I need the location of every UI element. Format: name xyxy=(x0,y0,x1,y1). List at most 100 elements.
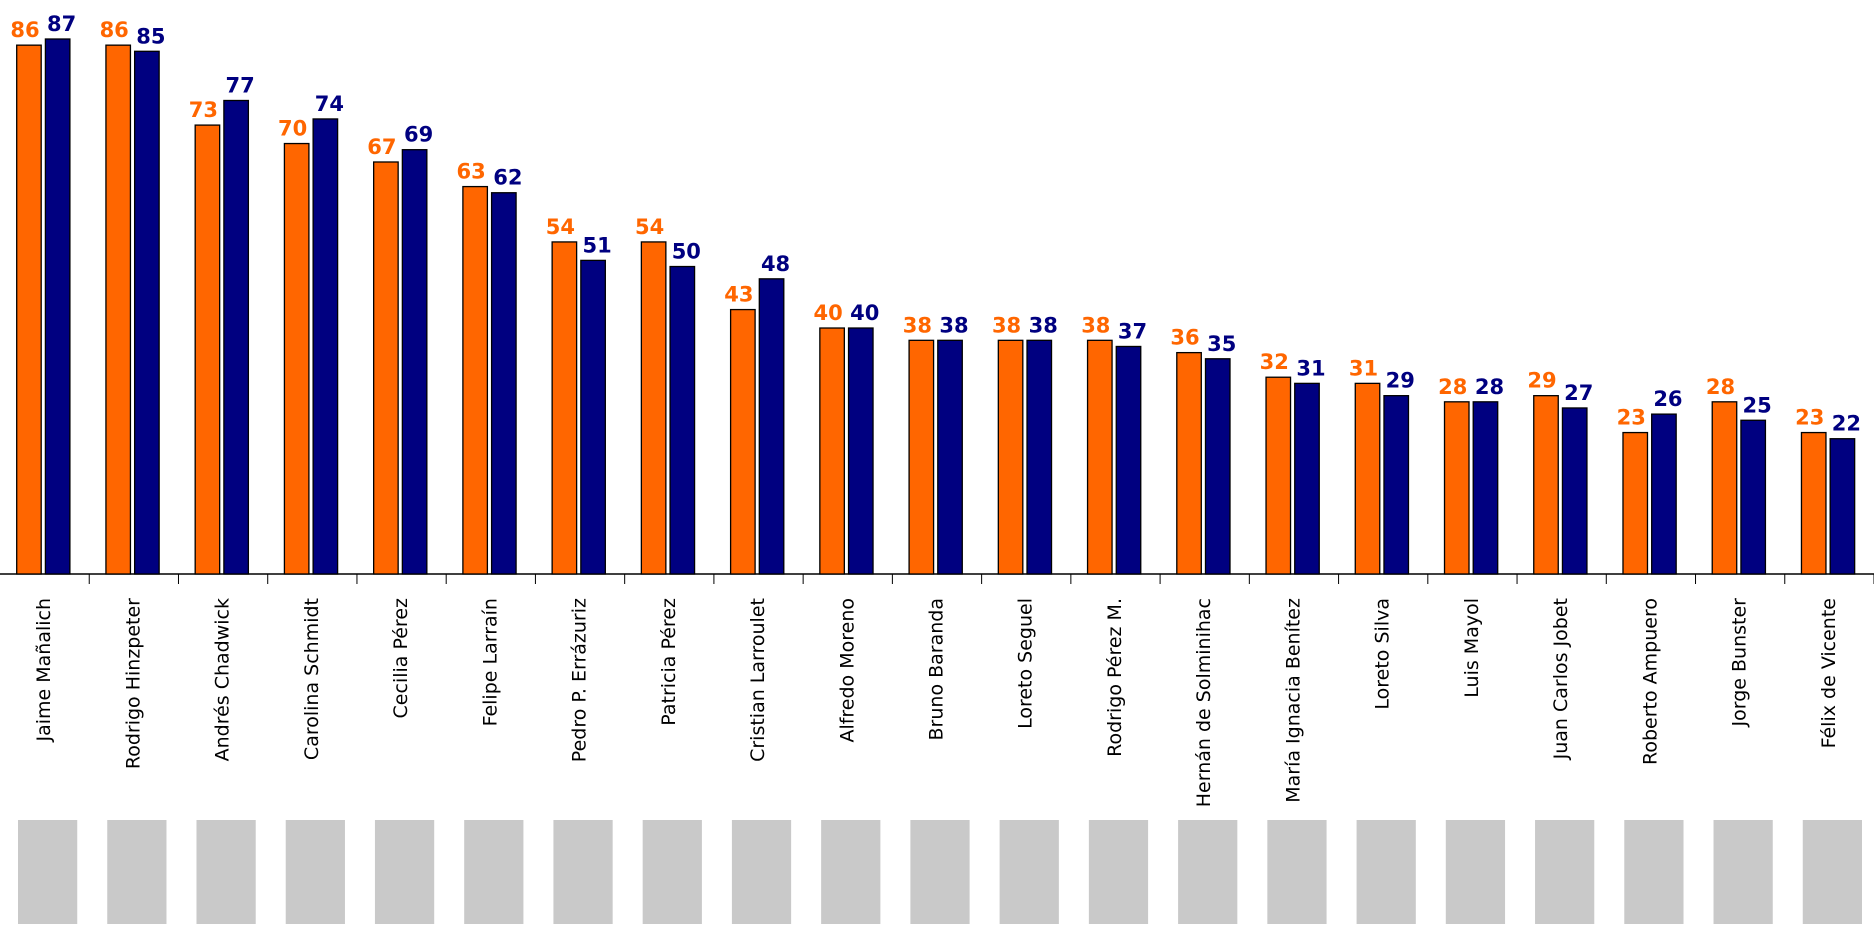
photo-placeholder xyxy=(1713,820,1773,924)
data-label: 38 xyxy=(903,313,932,337)
data-label: 74 xyxy=(315,92,344,116)
photo-placeholder xyxy=(1802,820,1862,924)
photo-placeholder xyxy=(107,820,167,924)
bar xyxy=(1294,382,1320,575)
bar xyxy=(1383,395,1410,575)
photo-placeholder xyxy=(196,820,256,924)
x-tick-label: Rodrigo Pérez M. xyxy=(1104,598,1126,757)
data-label: 40 xyxy=(813,301,842,325)
photo-placeholder xyxy=(374,820,435,924)
data-label: 54 xyxy=(635,215,664,239)
bar xyxy=(1561,407,1588,575)
data-label: 26 xyxy=(1653,387,1682,411)
bar xyxy=(194,124,221,575)
data-label: 29 xyxy=(1527,369,1556,393)
data-label: 87 xyxy=(47,12,76,36)
bar xyxy=(997,339,1024,575)
data-label: 50 xyxy=(672,240,701,264)
photo-placeholder xyxy=(821,820,881,924)
bar xyxy=(1829,438,1856,575)
data-label: 27 xyxy=(1564,381,1593,405)
x-tick-label: Félix de Vicente xyxy=(1818,598,1840,748)
data-label: 32 xyxy=(1260,350,1289,374)
data-label: 62 xyxy=(493,166,522,190)
bar xyxy=(312,118,339,575)
data-label: 23 xyxy=(1617,406,1646,430)
data-label: 40 xyxy=(850,301,879,325)
photo-placeholder xyxy=(731,820,792,924)
x-tick-label: Bruno Baranda xyxy=(926,598,948,740)
bar xyxy=(937,339,963,575)
data-label: 28 xyxy=(1438,375,1467,399)
data-label: 51 xyxy=(582,233,611,257)
x-tick-label: Cristian Larroulet xyxy=(747,598,769,762)
bar xyxy=(847,327,874,575)
x-tick-label: Hernán de Solminihac xyxy=(1193,598,1215,807)
bar xyxy=(1651,413,1677,575)
x-tick-label: Luis Mayol xyxy=(1461,598,1483,698)
x-tick-label: Patricia Pérez xyxy=(658,598,680,726)
x-tick-label: Andrés Chadwick xyxy=(212,598,234,761)
x-tick-label: Cecilia Pérez xyxy=(390,598,412,718)
x-tick-label: María Ignacia Benítez xyxy=(1282,598,1304,803)
bar xyxy=(1115,345,1142,575)
data-label: 86 xyxy=(100,18,129,42)
bar xyxy=(16,44,42,575)
bar xyxy=(729,308,756,575)
x-tick-label: Felipe Larraín xyxy=(479,598,501,726)
data-label: 77 xyxy=(226,73,255,97)
data-label: 37 xyxy=(1118,319,1147,343)
photo-placeholder xyxy=(1356,820,1416,924)
data-label: 23 xyxy=(1795,406,1824,430)
bar xyxy=(1622,431,1649,575)
data-label: 38 xyxy=(939,313,968,337)
x-tick-label: Roberto Ampuero xyxy=(1639,598,1661,765)
bar xyxy=(1711,401,1738,575)
bar xyxy=(1443,401,1470,575)
bar xyxy=(1354,382,1381,575)
data-label: 63 xyxy=(457,160,486,184)
photo-placeholder xyxy=(1445,820,1506,924)
data-label: 70 xyxy=(278,117,307,141)
data-label: 48 xyxy=(761,252,790,276)
bar xyxy=(669,265,696,575)
bar xyxy=(1533,395,1559,575)
data-label: 25 xyxy=(1743,393,1772,417)
data-label: 54 xyxy=(546,215,575,239)
bar xyxy=(105,44,132,575)
data-label: 38 xyxy=(1081,313,1110,337)
bar xyxy=(1026,339,1053,575)
data-label: 86 xyxy=(10,18,39,42)
bar xyxy=(908,339,935,575)
bar xyxy=(640,241,667,575)
bar xyxy=(1176,351,1202,575)
data-label: 35 xyxy=(1207,332,1236,356)
data-label: 31 xyxy=(1296,356,1325,380)
photo-placeholder xyxy=(1088,820,1149,924)
bar xyxy=(758,278,785,575)
bar xyxy=(44,38,71,575)
photo-placeholder xyxy=(1178,820,1238,924)
data-label: 22 xyxy=(1832,412,1861,436)
data-label: 67 xyxy=(367,135,396,159)
data-label: 38 xyxy=(992,313,1021,337)
bar xyxy=(283,142,310,575)
photo-placeholder xyxy=(642,820,702,924)
data-label: 29 xyxy=(1386,369,1415,393)
x-tick-label: Rodrigo Hinzpeter xyxy=(122,598,144,769)
data-label: 36 xyxy=(1170,326,1199,350)
data-label: 31 xyxy=(1349,356,1378,380)
bar xyxy=(1800,431,1827,575)
x-tick-label: Jaime Mañalich xyxy=(33,598,55,743)
data-label: 28 xyxy=(1706,375,1735,399)
bar xyxy=(1265,376,1292,575)
data-label: 85 xyxy=(136,24,165,48)
photo-placeholder xyxy=(910,820,970,924)
photo-placeholder xyxy=(1624,820,1684,924)
data-label: 73 xyxy=(189,98,218,122)
photo-placeholder xyxy=(553,820,613,924)
data-label: 43 xyxy=(724,283,753,307)
bar xyxy=(373,161,399,575)
x-tick-label: Jorge Bunster xyxy=(1729,598,1751,728)
photo-placeholder xyxy=(1267,820,1327,924)
